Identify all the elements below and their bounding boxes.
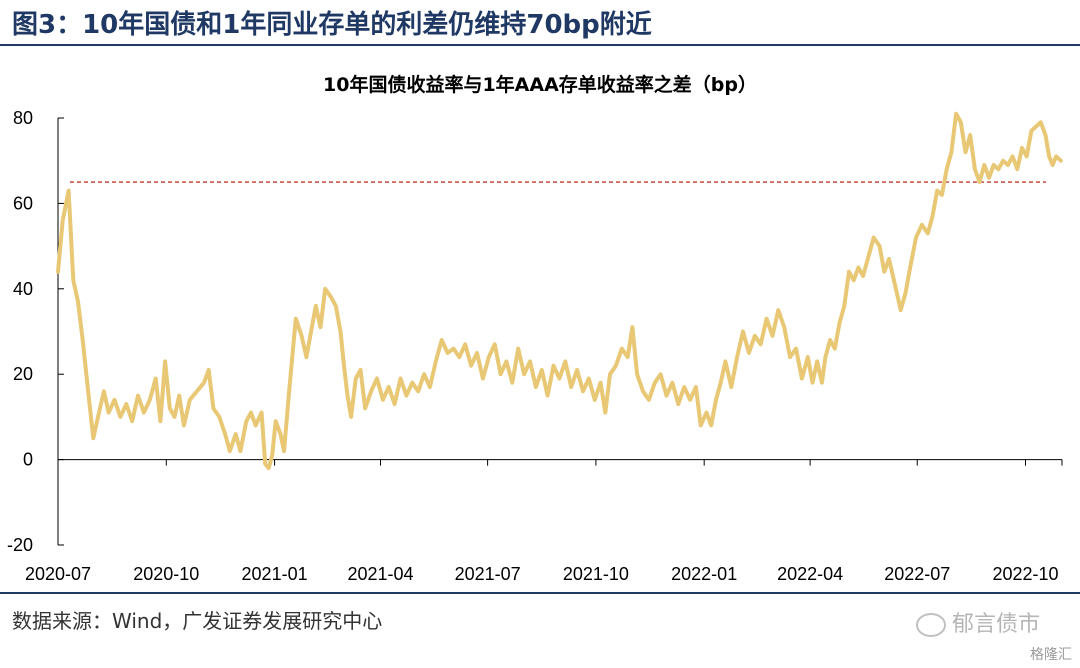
y-tick-label: 80 [13, 108, 33, 128]
badge: 格隆汇 [1030, 647, 1072, 663]
x-tick-label: 2021-01 [242, 564, 308, 584]
footer-divider [0, 592, 1080, 594]
source-note: 数据来源：Wind，广发证券发展研究中心 [12, 609, 383, 633]
y-tick-label: 20 [13, 364, 33, 384]
x-tick-label: 2020-10 [133, 564, 199, 584]
figure-header: 图3：10年国债和1年同业存单的利差仍维持70bp附近 [0, 0, 1080, 46]
x-tick-label: 2022-07 [884, 564, 950, 584]
chart-title: 10年国债收益率与1年AAA存单收益率之差（bp） [323, 74, 757, 96]
series-line [56, 111, 1063, 471]
y-tick-label: -20 [7, 535, 33, 555]
x-tick-label: 2020-07 [25, 564, 91, 584]
y-tick-label: 0 [23, 450, 33, 470]
watermark: 郁言债市 [915, 606, 1040, 638]
x-tick-label: 2022-10 [992, 564, 1058, 584]
watermark-text: 郁言债市 [951, 612, 1040, 637]
y-tick-label: 40 [13, 279, 33, 299]
x-tick-label: 2021-04 [347, 564, 413, 584]
figure-title: 图3：10年国债和1年同业存单的利差仍维持70bp附近 [12, 10, 652, 40]
x-tick-label: 2022-04 [777, 564, 843, 584]
x-tick-label: 2021-07 [455, 564, 521, 584]
wechat-icon [915, 613, 946, 637]
y-tick-label: 60 [13, 193, 33, 213]
x-tick-label: 2022-01 [671, 564, 737, 584]
x-tick-label: 2021-10 [563, 564, 629, 584]
